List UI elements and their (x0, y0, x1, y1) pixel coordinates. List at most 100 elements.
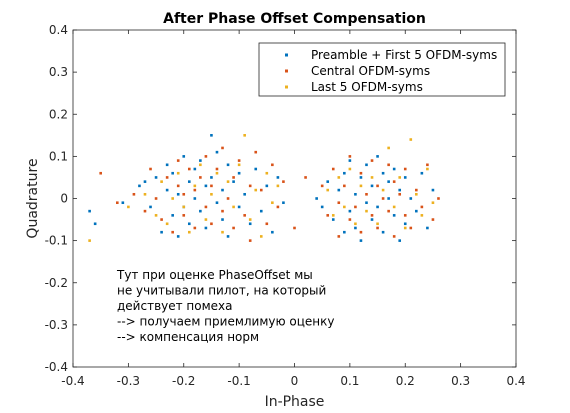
data-point-series-3 (398, 176, 402, 179)
data-point-series-2 (232, 176, 235, 179)
data-point-series-3 (392, 205, 396, 209)
legend-label: Central OFDM-syms (311, 64, 430, 78)
data-point-series-2 (337, 235, 341, 238)
data-point-series-3 (431, 201, 435, 205)
data-point-series-3 (409, 138, 413, 141)
data-point-series-2 (176, 159, 180, 162)
data-point-series-2 (370, 214, 374, 217)
data-point-series-3 (243, 134, 246, 137)
data-point-series-2 (415, 188, 418, 192)
data-point-series-1 (392, 214, 396, 217)
data-point-series-2 (326, 214, 330, 217)
x-tick-label: 0.2 (396, 374, 415, 388)
data-point-series-1 (221, 188, 224, 192)
legend-marker (285, 69, 288, 73)
data-point-series-1 (376, 155, 379, 158)
data-point-series-2 (376, 226, 379, 230)
data-point-series-1 (171, 171, 174, 175)
data-point-series-1 (331, 218, 335, 221)
x-tick-label: 0.4 (506, 374, 525, 388)
data-point-series-1 (215, 201, 219, 205)
data-point-series-1 (149, 205, 152, 209)
data-point-series-1 (215, 150, 219, 154)
data-point-series-2 (359, 171, 363, 175)
data-point-series-3 (215, 171, 219, 175)
annotation-line: не учитывали пилот, на который (117, 284, 326, 298)
data-point-series-1 (121, 201, 125, 205)
data-point-series-2 (426, 163, 429, 167)
data-point-series-1 (199, 159, 202, 162)
data-point-series-2 (398, 192, 402, 196)
data-point-series-3 (232, 205, 235, 209)
legend-label: Preamble + First 5 OFDM-syms (311, 48, 497, 62)
data-point-series-3 (387, 146, 390, 150)
data-point-series-3 (348, 167, 352, 171)
data-point-series-1 (348, 209, 352, 213)
data-point-series-3 (359, 184, 363, 188)
data-point-series-2 (392, 180, 396, 183)
data-point-series-1 (420, 171, 424, 175)
data-point-series-1 (193, 197, 197, 200)
data-point-series-3 (143, 192, 147, 196)
y-tick-label: 0.2 (49, 107, 68, 121)
data-point-series-3 (403, 226, 407, 230)
data-point-series-3 (160, 180, 163, 183)
data-point-series-1 (259, 209, 263, 213)
data-point-series-1 (282, 201, 285, 205)
data-point-series-3 (381, 188, 385, 192)
x-tick-label: -0.4 (61, 374, 84, 388)
data-point-series-2 (293, 226, 296, 230)
data-point-series-3 (259, 235, 263, 238)
data-point-series-2 (343, 184, 346, 188)
y-tick-label: 0.3 (49, 65, 68, 79)
data-point-series-3 (187, 230, 191, 234)
data-point-series-2 (160, 218, 163, 221)
annotation-line: Тут при оценке PhaseOffset мы (116, 268, 313, 282)
data-point-series-1 (204, 184, 208, 188)
data-point-series-2 (210, 222, 213, 226)
data-point-series-1 (392, 167, 396, 171)
data-point-series-2 (320, 184, 324, 188)
data-point-series-1 (387, 180, 390, 183)
data-point-series-2 (254, 150, 258, 154)
data-point-series-1 (359, 239, 363, 242)
data-point-series-1 (403, 222, 407, 226)
data-point-series-2 (265, 222, 269, 226)
data-point-series-1 (254, 167, 258, 171)
data-point-series-1 (365, 201, 368, 205)
data-point-series-1 (176, 192, 180, 196)
data-point-series-3 (154, 214, 158, 217)
data-point-series-2 (376, 184, 379, 188)
data-point-series-2 (226, 197, 230, 200)
data-point-series-2 (182, 214, 186, 217)
data-point-series-2 (387, 209, 390, 213)
y-tick-label: -0.3 (45, 318, 68, 332)
data-point-series-2 (210, 184, 213, 188)
data-point-series-1 (248, 222, 252, 226)
annotation-line: --> компенсация норм (117, 330, 259, 344)
annotation-line: действует помеха (117, 299, 233, 313)
data-point-series-1 (237, 171, 241, 175)
data-point-series-2 (221, 209, 224, 213)
data-point-series-2 (193, 188, 197, 192)
data-point-series-2 (221, 146, 224, 150)
data-point-series-1 (370, 218, 374, 221)
data-point-series-2 (381, 197, 385, 200)
data-point-series-2 (304, 176, 307, 179)
x-tick-label: -0.1 (227, 374, 250, 388)
data-point-series-2 (204, 205, 208, 209)
data-points (88, 134, 440, 242)
data-point-series-2 (403, 167, 407, 171)
x-tick-label: 0 (291, 374, 299, 388)
data-point-series-1 (415, 209, 418, 213)
data-point-series-1 (226, 235, 230, 238)
data-point-series-1 (193, 167, 197, 171)
data-point-series-2 (420, 205, 424, 209)
data-point-series-2 (116, 201, 119, 205)
data-point-series-1 (354, 192, 357, 196)
data-point-series-2 (149, 167, 152, 171)
data-point-series-1 (376, 205, 379, 209)
data-point-series-3 (254, 188, 258, 192)
data-point-series-2 (199, 176, 202, 179)
